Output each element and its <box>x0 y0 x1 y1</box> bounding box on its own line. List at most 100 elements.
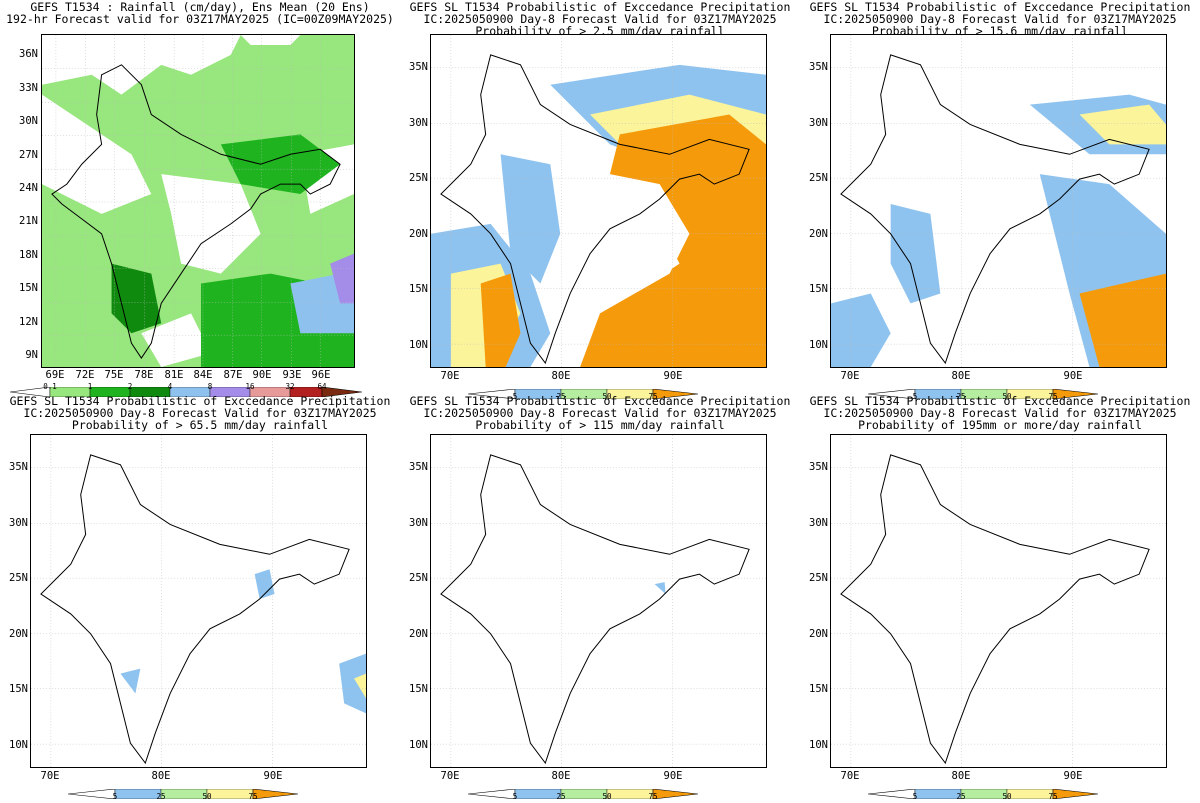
panel-prob-195: GEFS SL T1534 Probabilistic of Exccedanc… <box>800 395 1200 801</box>
title-line: GEFS SL T1534 Probabilistic of Exccedanc… <box>809 0 1191 14</box>
title-line: GEFS T1534 : Rainfall (cm/day), Ens Mean… <box>30 0 370 14</box>
title-line: GEFS SL T1534 Probabilistic of Exccedanc… <box>409 0 791 14</box>
lon-label: 72E <box>75 369 95 381</box>
colorbar: 0.1 1 2 4 8 16 32 64 <box>9 382 363 398</box>
legend-label: 0.1 <box>43 382 57 391</box>
lon-label: 93E <box>282 369 302 381</box>
title-line: GEFS SL T1534 Probabilistic of Exccedanc… <box>9 394 391 408</box>
lat-label: 10N <box>9 739 28 751</box>
lat-label: 35N <box>809 461 828 473</box>
lat-label: 30N <box>409 517 428 529</box>
lat-label: 21N <box>19 215 38 227</box>
india-outline <box>840 54 1150 365</box>
legend-label: 25 <box>556 792 566 801</box>
lat-label: 25N <box>809 172 828 184</box>
lat-label: 20N <box>409 628 428 640</box>
lon-label: 90E <box>663 770 683 782</box>
panel-title: GEFS SL T1534 Probabilistic of Exccedanc… <box>0 395 400 431</box>
lat-label: 25N <box>809 572 828 584</box>
title-line: Probability of > 65.5 mm/day rainfall <box>71 418 329 432</box>
panel-title: GEFS SL T1534 Probabilistic of Exccedanc… <box>400 395 800 431</box>
legend-label: 5 <box>912 392 918 401</box>
lat-label: 25N <box>409 572 428 584</box>
legend-label: 50 <box>202 792 212 801</box>
lat-label: 30N <box>19 115 38 127</box>
lat-label: 30N <box>9 517 28 529</box>
lat-label: 33N <box>19 82 38 94</box>
lon-label: 96E <box>311 369 331 381</box>
india-outline <box>40 454 350 765</box>
lon-label: 70E <box>840 770 860 782</box>
legend-label: 1 <box>87 382 93 391</box>
lat-label: 12N <box>19 316 38 328</box>
lat-label: 30N <box>809 117 828 129</box>
colorbar <box>467 784 699 800</box>
lon-label: 87E <box>223 369 243 381</box>
probability-map <box>830 34 1167 368</box>
lat-label: 35N <box>809 61 828 73</box>
panel-prob-115: GEFS SL T1534 Probabilistic of Exccedanc… <box>400 395 800 801</box>
lat-label: 25N <box>409 172 428 184</box>
legend-label: 2 <box>127 382 133 391</box>
legend-label: 5 <box>112 792 118 801</box>
legend-label: 64 <box>317 382 327 391</box>
colorbar <box>67 784 299 800</box>
lat-label: 20N <box>809 228 828 240</box>
lon-label: 80E <box>951 770 971 782</box>
panel-title: GEFS SL T1534 Probabilistic of Exccedanc… <box>800 395 1200 431</box>
title-line: IC:2025050900 Day-8 Forecast Valid for 0… <box>423 12 777 26</box>
panel-prob-65p5: GEFS SL T1534 Probabilistic of Exccedanc… <box>0 395 400 801</box>
lat-label: 15N <box>809 683 828 695</box>
colorbar <box>867 384 1099 400</box>
lon-label: 90E <box>1063 370 1083 382</box>
legend-label: 25 <box>556 392 566 401</box>
colorbar <box>467 384 699 400</box>
lat-label: 15N <box>809 283 828 295</box>
title-line: IC:2025050900 Day-8 Forecast Valid for 0… <box>23 406 377 420</box>
india-outline <box>440 454 750 765</box>
legend-label: 4 <box>167 382 173 391</box>
lon-label: 80E <box>551 770 571 782</box>
india-outline <box>840 454 1150 765</box>
legend-label: 5 <box>912 792 918 801</box>
lon-label: 78E <box>134 369 154 381</box>
lat-label: 27N <box>19 149 38 161</box>
lat-label: 35N <box>409 461 428 473</box>
legend-label: 5 <box>512 792 518 801</box>
lon-label: 90E <box>1063 770 1083 782</box>
panel-title: GEFS SL T1534 Probabilistic of Exccedanc… <box>400 1 800 37</box>
legend-label: 50 <box>602 392 612 401</box>
lon-label: 69E <box>45 369 65 381</box>
lat-label: 15N <box>409 683 428 695</box>
lat-label: 36N <box>19 48 38 60</box>
title-line: 192-hr Forecast valid for 03Z17MAY2025 (… <box>6 12 394 26</box>
title-line: Probability of 195mm or more/day rainfal… <box>858 418 1142 432</box>
lon-label: 90E <box>252 369 272 381</box>
lat-label: 9N <box>25 349 38 361</box>
panel-ens-mean: GEFS T1534 : Rainfall (cm/day), Ens Mean… <box>0 0 400 400</box>
legend-label: 5 <box>512 392 518 401</box>
lat-label: 15N <box>409 283 428 295</box>
probability-map <box>430 434 767 768</box>
title-line: IC:2025050900 Day-8 Forecast Valid for 0… <box>423 406 777 420</box>
lon-label: 70E <box>440 770 460 782</box>
title-line: IC:2025050900 Day-8 Forecast Valid for 0… <box>823 12 1177 26</box>
lon-label: 75E <box>104 369 124 381</box>
lon-label: 70E <box>40 770 60 782</box>
legend-label: 50 <box>602 792 612 801</box>
legend-label: 8 <box>207 382 213 391</box>
panel-title: GEFS SL T1534 Probabilistic of Exccedanc… <box>800 1 1200 37</box>
lon-label: 80E <box>951 370 971 382</box>
legend-label: 75 <box>1048 392 1058 401</box>
lat-label: 10N <box>409 739 428 751</box>
lat-label: 30N <box>809 517 828 529</box>
lon-label: 80E <box>151 770 171 782</box>
lat-label: 20N <box>9 628 28 640</box>
legend-label: 50 <box>1002 392 1012 401</box>
lon-label: 90E <box>263 770 283 782</box>
lat-label: 18N <box>19 249 38 261</box>
india-outline <box>51 64 341 359</box>
panel-prob-15p6: GEFS SL T1534 Probabilistic of Exccedanc… <box>800 0 1200 401</box>
panel-title: GEFS T1534 : Rainfall (cm/day), Ens Mean… <box>0 1 400 25</box>
lat-label: 30N <box>409 117 428 129</box>
